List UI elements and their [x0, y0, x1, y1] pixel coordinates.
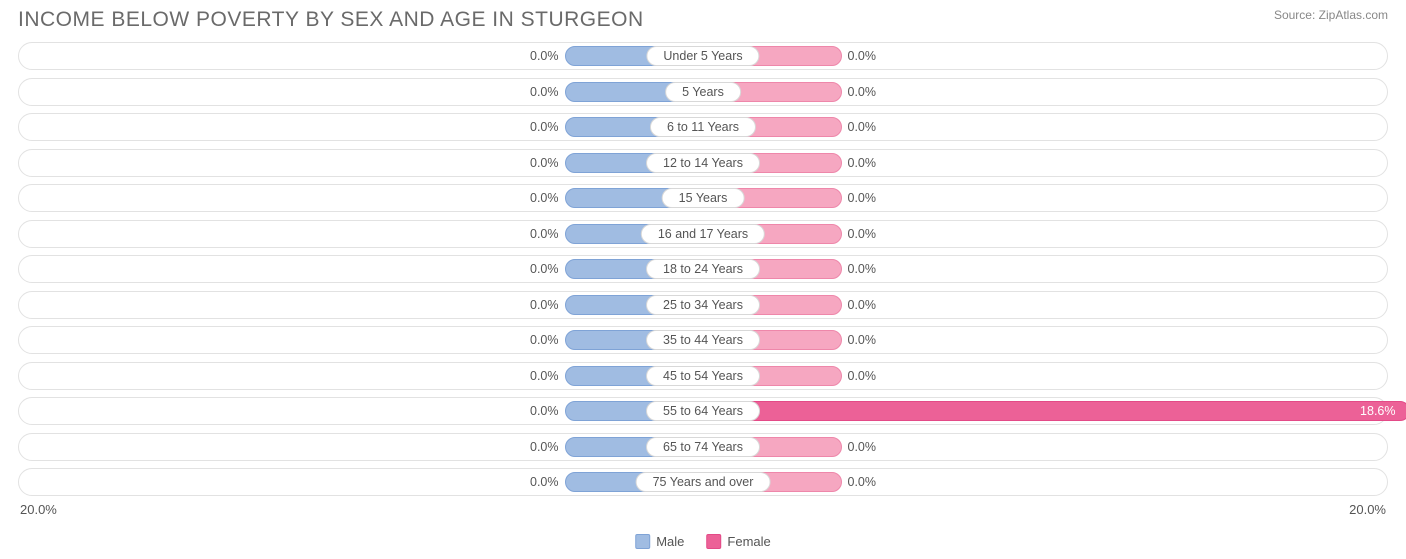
category-badge: 5 Years	[665, 82, 741, 102]
chart-title: INCOME BELOW POVERTY BY SEX AND AGE IN S…	[18, 8, 644, 32]
chart-row: 0.0% 0.0% 45 to 54 Years	[18, 362, 1388, 390]
female-value-label: 0.0%	[848, 434, 877, 460]
category-badge: 75 Years and over	[636, 472, 771, 492]
female-bar	[703, 401, 1406, 421]
female-value-label: 0.0%	[848, 221, 877, 247]
female-value-label: 0.0%	[848, 114, 877, 140]
male-value-label: 0.0%	[530, 292, 559, 318]
axis-row: 20.0% 20.0%	[18, 502, 1388, 517]
axis-label-left: 20.0%	[20, 502, 57, 517]
chart-source: Source: ZipAtlas.com	[1274, 8, 1388, 22]
legend-male-label: Male	[656, 534, 684, 549]
chart-legend: Male Female	[635, 534, 771, 549]
chart-row: 0.0% 0.0% 18 to 24 Years	[18, 255, 1388, 283]
female-value-label: 0.0%	[848, 469, 877, 495]
male-value-label: 0.0%	[530, 185, 559, 211]
male-value-label: 0.0%	[530, 256, 559, 282]
female-value-label: 0.0%	[848, 327, 877, 353]
category-badge: 15 Years	[662, 188, 745, 208]
category-badge: Under 5 Years	[646, 46, 759, 66]
legend-item-female: Female	[706, 534, 770, 549]
male-value-label: 0.0%	[530, 114, 559, 140]
female-value-label: 0.0%	[848, 256, 877, 282]
category-badge: 16 and 17 Years	[641, 224, 765, 244]
chart-row: 0.0% 0.0% 65 to 74 Years	[18, 433, 1388, 461]
chart-row: 0.0% 0.0% 35 to 44 Years	[18, 326, 1388, 354]
male-value-label: 0.0%	[530, 469, 559, 495]
female-swatch-icon	[706, 534, 721, 549]
chart-header: INCOME BELOW POVERTY BY SEX AND AGE IN S…	[0, 0, 1406, 38]
chart-row: 0.0% 0.0% 6 to 11 Years	[18, 113, 1388, 141]
category-badge: 55 to 64 Years	[646, 401, 760, 421]
male-value-label: 0.0%	[530, 363, 559, 389]
category-badge: 45 to 54 Years	[646, 366, 760, 386]
male-value-label: 0.0%	[530, 398, 559, 424]
category-badge: 12 to 14 Years	[646, 153, 760, 173]
chart-row: 0.0% 0.0% Under 5 Years	[18, 42, 1388, 70]
chart-area: 0.0%0.0%Under 5 Years0.0%0.0%5 Years0.0%…	[0, 38, 1406, 517]
axis-label-right: 20.0%	[1349, 502, 1386, 517]
chart-row: 0.0% 0.0% 15 Years	[18, 184, 1388, 212]
female-value-label: 0.0%	[848, 150, 877, 176]
chart-row: 0.0% 0.0% 16 and 17 Years	[18, 220, 1388, 248]
male-value-label: 0.0%	[530, 327, 559, 353]
category-badge: 35 to 44 Years	[646, 330, 760, 350]
category-badge: 6 to 11 Years	[650, 117, 756, 137]
male-value-label: 0.0%	[530, 434, 559, 460]
chart-row: 0.0%18.6%55 to 64 Years	[18, 397, 1388, 425]
category-badge: 25 to 34 Years	[646, 295, 760, 315]
chart-row: 0.0% 0.0% 12 to 14 Years	[18, 149, 1388, 177]
legend-item-male: Male	[635, 534, 684, 549]
male-value-label: 0.0%	[530, 79, 559, 105]
chart-row: 0.0% 0.0% 75 Years and over	[18, 468, 1388, 496]
female-value-label: 0.0%	[848, 363, 877, 389]
female-value-label: 0.0%	[848, 79, 877, 105]
female-value-label: 0.0%	[848, 43, 877, 69]
legend-female-label: Female	[727, 534, 770, 549]
chart-row: 0.0% 0.0% 5 Years	[18, 78, 1388, 106]
male-value-label: 0.0%	[530, 150, 559, 176]
female-value-label: 0.0%	[848, 185, 877, 211]
female-value-label: 0.0%	[848, 292, 877, 318]
male-value-label: 0.0%	[530, 43, 559, 69]
chart-row: 0.0% 0.0% 25 to 34 Years	[18, 291, 1388, 319]
category-badge: 18 to 24 Years	[646, 259, 760, 279]
male-value-label: 0.0%	[530, 221, 559, 247]
category-badge: 65 to 74 Years	[646, 437, 760, 457]
male-swatch-icon	[635, 534, 650, 549]
